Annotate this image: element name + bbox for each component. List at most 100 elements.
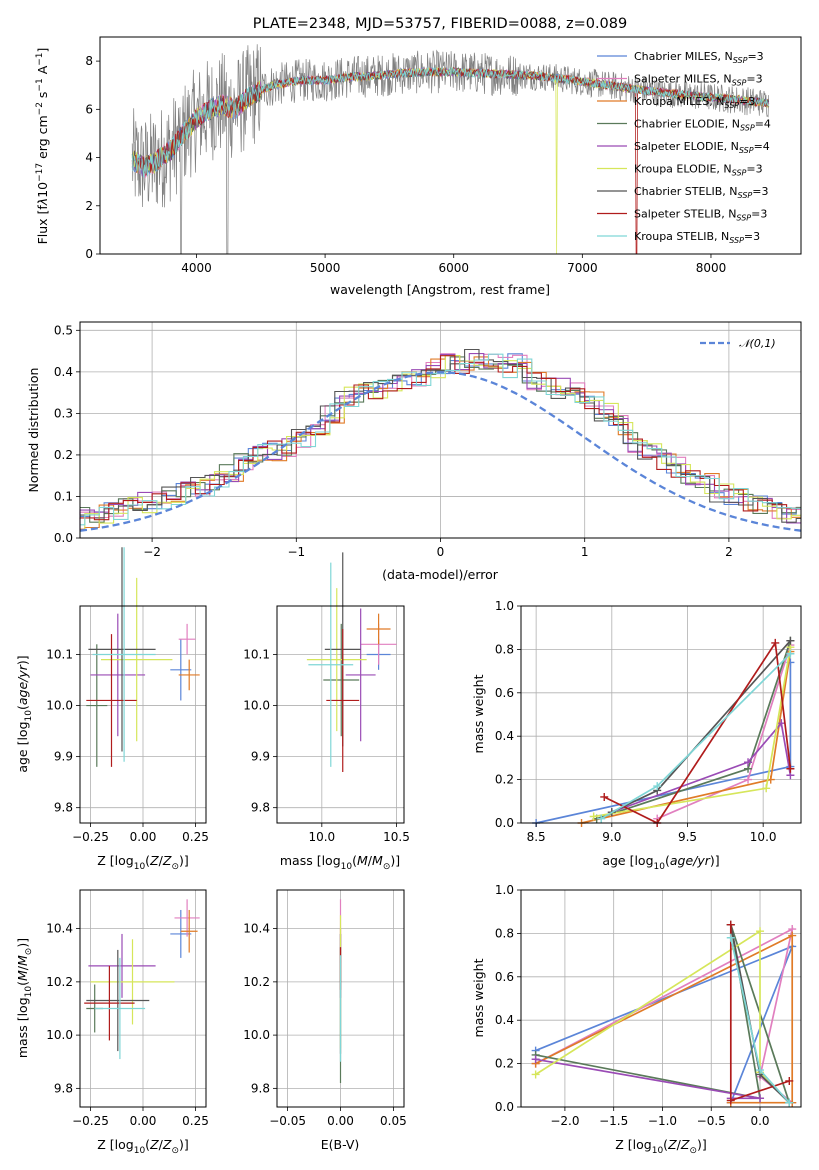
legend-entry: Salpeter STELIB, NSSP=3 bbox=[634, 208, 767, 223]
weight-marker bbox=[531, 1055, 540, 1064]
legend-entry: Chabrier ELODIE, NSSP=4 bbox=[634, 118, 771, 133]
gaussian-legend-label: 𝒩(0,1) bbox=[739, 337, 776, 350]
weight-marker bbox=[744, 758, 753, 767]
weight-line-3 bbox=[596, 640, 792, 820]
errorbar-point-2 bbox=[366, 613, 391, 645]
weight-marker bbox=[786, 764, 795, 773]
x-tick-label: 2 bbox=[725, 545, 733, 559]
spectrum-legend: Chabrier MILES, NSSP=3 Salpeter MILES, NS… bbox=[597, 50, 771, 245]
spectrum-ylabel: Flux [fλ10−17 erg cm−2 s−1 A−1] bbox=[35, 48, 50, 245]
weight-marker bbox=[756, 1094, 765, 1103]
x-tick-label: 4000 bbox=[181, 261, 212, 275]
errorbar-point-4 bbox=[90, 613, 146, 737]
x-tick-label: −0.5 bbox=[697, 1114, 726, 1128]
x-tick-label: −1.0 bbox=[648, 1114, 677, 1128]
y-tick-label: 8 bbox=[85, 54, 93, 68]
errorbar-point-5 bbox=[306, 588, 367, 732]
legend-entry: Salpeter ELODIE, NSSP=4 bbox=[634, 140, 770, 155]
legend-entry: Salpeter MILES, NSSP=3 bbox=[634, 73, 763, 88]
x-tick-label: 0.05 bbox=[380, 1114, 407, 1128]
y-tick-label: 10.4 bbox=[46, 922, 73, 936]
x-tick-label: 9.5 bbox=[678, 830, 697, 844]
y-tick-label: 0.5 bbox=[54, 323, 73, 337]
weight-marker bbox=[786, 649, 795, 658]
errorbar-point-2 bbox=[180, 909, 198, 953]
y-tick-label: 0.2 bbox=[495, 1057, 514, 1071]
model-spectrum-8 bbox=[131, 66, 770, 178]
y-tick-label: 0.6 bbox=[495, 970, 514, 984]
weight-vs-age-ylabel: mass weight bbox=[471, 674, 486, 753]
x-tick-label: −1.5 bbox=[599, 1114, 628, 1128]
residual-histogram-6 bbox=[80, 348, 801, 523]
y-tick-label: 0 bbox=[85, 247, 93, 261]
y-tick-label: 0.6 bbox=[495, 686, 514, 700]
weight-marker bbox=[726, 920, 735, 929]
spectrum-xlabel: wavelength [Angstrom, rest frame] bbox=[330, 282, 550, 297]
weight-marker bbox=[788, 931, 797, 940]
x-tick-label: 8000 bbox=[696, 261, 727, 275]
age-vs-mass-xlabel: mass [log10(M/M⊙)] bbox=[280, 853, 400, 872]
y-tick-label: 10.2 bbox=[46, 975, 73, 989]
y-tick-label: 10.1 bbox=[46, 648, 73, 662]
weight-marker bbox=[762, 784, 771, 793]
spectrum-series bbox=[131, 44, 770, 254]
weight-line-7 bbox=[603, 640, 792, 825]
y-tick-label: 0.3 bbox=[54, 406, 73, 420]
weight-marker bbox=[785, 1076, 794, 1085]
x-tick-label: 5000 bbox=[310, 261, 341, 275]
y-tick-label: 10.0 bbox=[243, 699, 270, 713]
errorbar-point-3 bbox=[86, 644, 108, 767]
x-tick-label: 0.00 bbox=[130, 830, 157, 844]
x-tick-label: 0 bbox=[437, 545, 445, 559]
x-tick-label: 7000 bbox=[567, 261, 598, 275]
x-tick-label: 10.0 bbox=[750, 830, 777, 844]
y-tick-label: 0.2 bbox=[495, 773, 514, 787]
y-tick-label: 10.0 bbox=[243, 1028, 270, 1042]
x-tick-label: −2 bbox=[143, 545, 161, 559]
weight-vs-age-lines bbox=[532, 636, 795, 827]
weight-marker bbox=[771, 638, 780, 647]
weight-marker bbox=[785, 1098, 794, 1107]
weight-marker bbox=[531, 1070, 540, 1079]
x-tick-label: 0.0 bbox=[750, 1114, 769, 1128]
residuals-xlabel: (data-model)/error bbox=[382, 567, 499, 582]
x-tick-label: −2.0 bbox=[550, 1114, 579, 1128]
x-tick-label: 8.5 bbox=[527, 830, 546, 844]
mass-vs-z-ylabel: mass [log10(M/M⊙)] bbox=[15, 938, 34, 1058]
legend-entry: Chabrier MILES, NSSP=3 bbox=[634, 50, 764, 65]
errorbar-point-5 bbox=[90, 939, 175, 1025]
residuals-panel: −2 −1 0 1 2 0.0 0.1 0.2 0.3 0.4 0.5 (data-model)/e… bbox=[26, 321, 802, 582]
weight-marker bbox=[777, 719, 786, 728]
residuals-histograms bbox=[79, 348, 802, 532]
errorbar-point-5 bbox=[101, 577, 173, 742]
gaussian-curve bbox=[79, 371, 802, 532]
weight-line-2 bbox=[535, 934, 794, 1104]
weight-marker bbox=[600, 792, 609, 801]
weight-marker bbox=[726, 933, 735, 942]
errorbar-point-4 bbox=[88, 933, 156, 998]
weight-vs-z-lines bbox=[531, 920, 797, 1107]
errorbar-point-6 bbox=[88, 547, 156, 752]
legend-entry: Kroupa ELODIE, NSSP=3 bbox=[634, 163, 763, 178]
age-vs-z-errorbars bbox=[86, 547, 200, 767]
weight-marker bbox=[589, 812, 598, 821]
errorbar-point-7 bbox=[326, 628, 360, 772]
y-tick-label: 0.4 bbox=[495, 1013, 514, 1027]
x-tick-label: −0.25 bbox=[72, 1114, 109, 1128]
age-vs-mass-errorbars bbox=[306, 552, 397, 772]
residuals-ylabel: Normed distribution bbox=[26, 368, 41, 493]
age-vs-mass-panel: 10.0 10.5 9.8 9.9 10.0 10.1 mass [log10(M/M⊙)… bbox=[243, 552, 410, 872]
x-tick-label: 1 bbox=[581, 545, 589, 559]
legend-entry: Kroupa STELIB, NSSP=3 bbox=[634, 230, 760, 245]
errorbar-point-3 bbox=[323, 623, 360, 737]
x-tick-label: 6000 bbox=[438, 261, 469, 275]
mass-vs-ebv-xlabel: E(B-V) bbox=[321, 1137, 360, 1152]
weight-line-4 bbox=[535, 1058, 761, 1100]
age-vs-z-panel: −0.25 0.00 0.25 9.8 9.9 10.0 10.1 Z [log10(Z/Z… bbox=[15, 547, 209, 872]
weight-marker bbox=[756, 927, 765, 936]
errorbar-point-8 bbox=[94, 957, 146, 1060]
spectrum-title: PLATE=2348, MJD=53757, FIBERID=0088, z=0… bbox=[253, 16, 627, 32]
errorbar-point-0 bbox=[170, 639, 192, 701]
spectrum-panel: PLATE=2348, MJD=53757, FIBERID=0088, z=0… bbox=[35, 16, 802, 297]
